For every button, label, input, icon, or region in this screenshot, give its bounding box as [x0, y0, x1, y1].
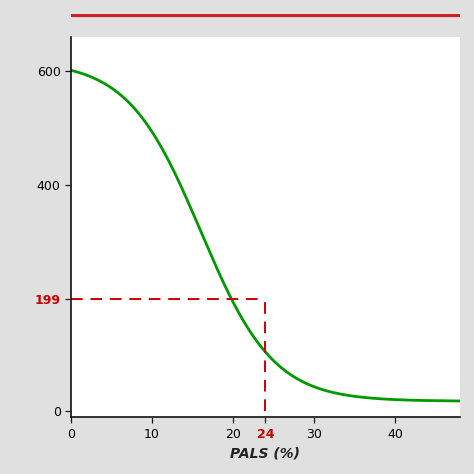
- X-axis label: PALS (%): PALS (%): [230, 446, 301, 460]
